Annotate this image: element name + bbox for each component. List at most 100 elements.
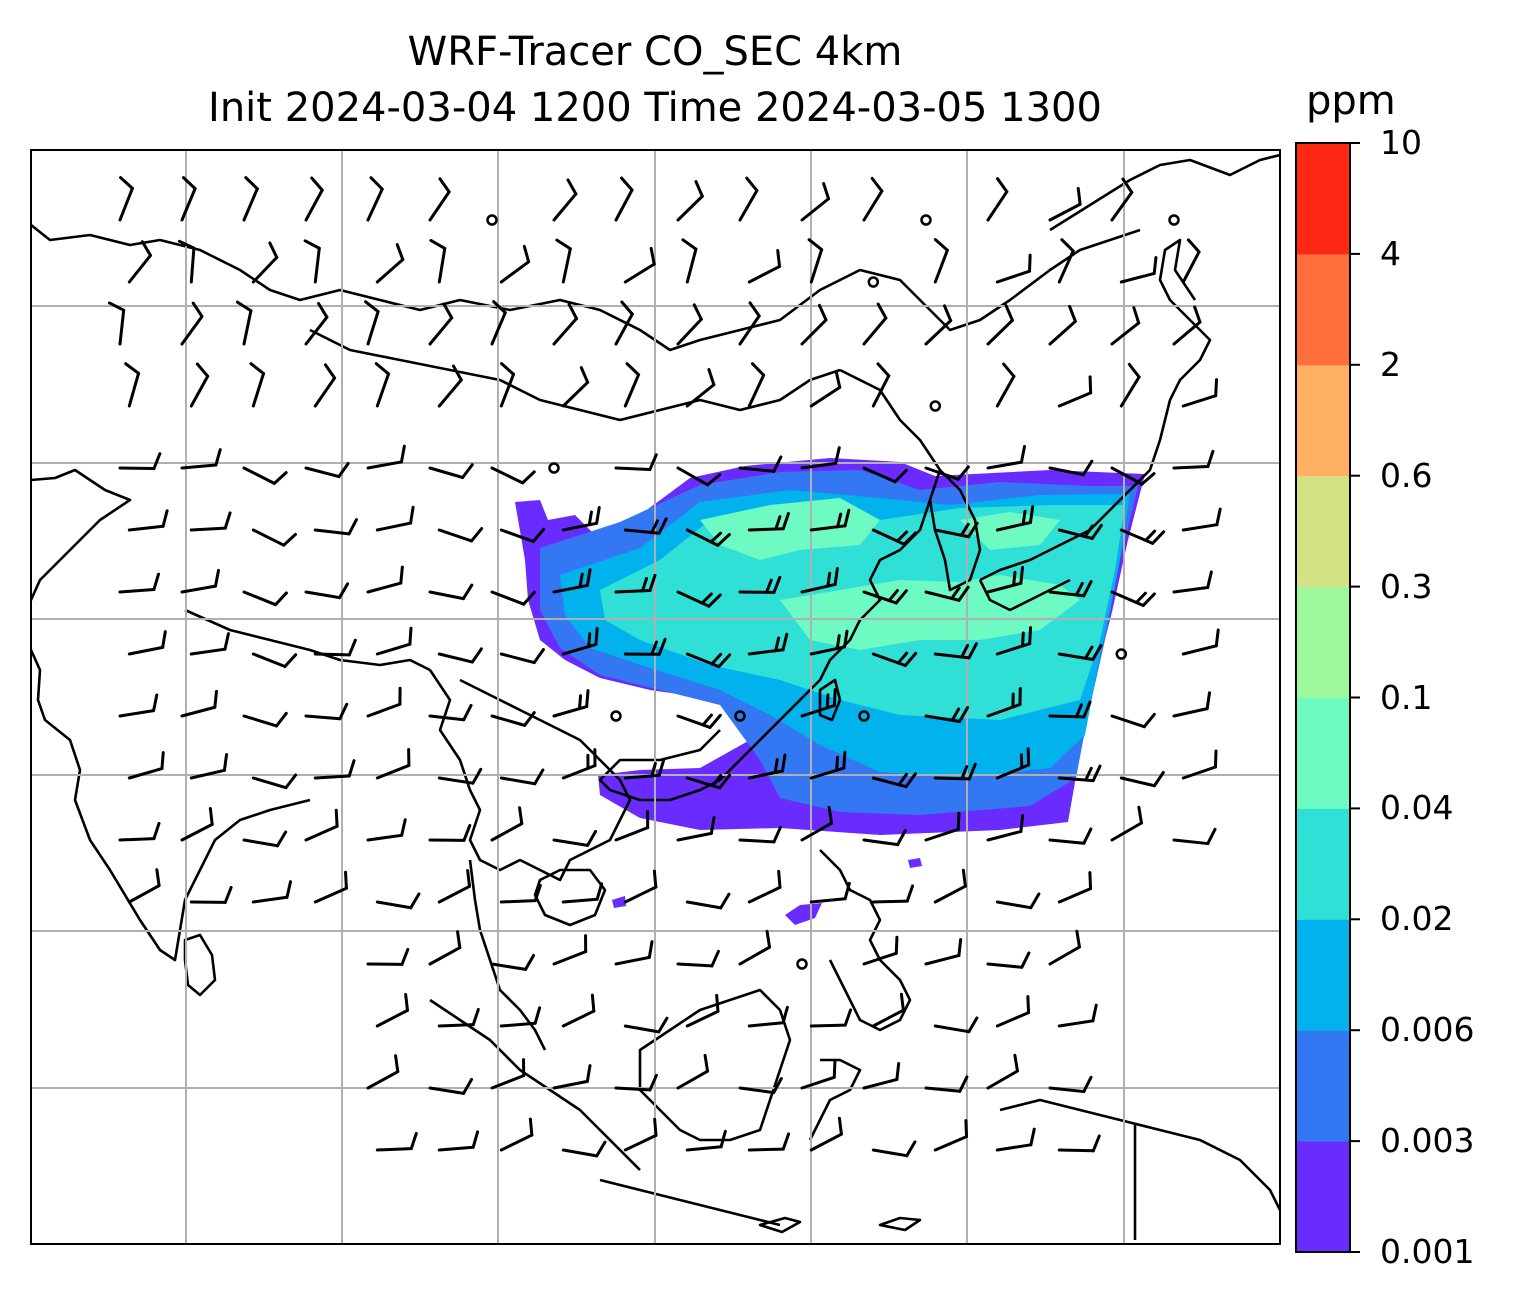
wind-barb-icon xyxy=(809,750,847,780)
wind-barb-icon xyxy=(1110,712,1156,729)
wind-barb-icon xyxy=(374,362,391,408)
wind-barb-icon xyxy=(313,518,358,536)
wind-barb-icon xyxy=(499,244,531,284)
wind-barb-icon xyxy=(499,1006,542,1028)
wind-barb-icon xyxy=(1048,459,1094,477)
colorbar-segment xyxy=(1296,143,1350,255)
wind-barb-icon xyxy=(366,176,384,222)
wind-barb-icon xyxy=(375,747,411,780)
wind-barb-icon xyxy=(1119,256,1158,284)
wind-barb-icon xyxy=(304,176,324,222)
wind-barb-icon xyxy=(1172,691,1211,718)
wind-barb-icon xyxy=(251,652,298,669)
coastline-java xyxy=(599,1178,781,1227)
wind-barbs xyxy=(107,176,1222,1158)
wind-barb-icon xyxy=(995,505,1035,532)
wind-barb-icon xyxy=(800,182,831,222)
wind-barb-icon xyxy=(809,629,849,656)
wind-barb-icon xyxy=(561,882,604,904)
wind-barb-icon xyxy=(189,632,230,656)
wind-barb-icon xyxy=(1172,449,1215,470)
wind-barb-icon xyxy=(614,573,657,594)
calm-wind-circle-icon xyxy=(858,710,870,722)
wind-barb-icon xyxy=(180,176,197,222)
colorbar-segment xyxy=(1296,697,1350,809)
colorbar-segment xyxy=(1296,364,1350,477)
colorbar-tick-label: 0.003 xyxy=(1380,1121,1475,1161)
map-title: WRF-Tracer CO_SEC 4km xyxy=(407,29,903,75)
wind-barb-icon xyxy=(1110,590,1156,607)
border-central-asia xyxy=(31,223,1141,352)
wind-barb-icon xyxy=(1110,306,1141,346)
wind-barb-icon xyxy=(924,465,970,481)
wind-barb-icon xyxy=(428,302,454,346)
wind-barb-icon xyxy=(623,637,667,656)
wind-barb-icon xyxy=(924,585,970,602)
wind-barb-icon xyxy=(623,362,641,408)
wind-barb-icon xyxy=(809,1116,843,1152)
colorbar-segment xyxy=(1296,586,1350,698)
wind-barb-icon xyxy=(809,881,851,904)
wind-barb-icon xyxy=(614,940,654,966)
wind-barb-icon xyxy=(933,521,979,539)
calm-wind-circle-icon xyxy=(610,710,622,722)
wind-barb-icon xyxy=(862,302,888,346)
wind-barb-icon xyxy=(1057,523,1103,540)
wind-barb-icon xyxy=(189,362,210,408)
wind-barb-icon xyxy=(561,626,599,656)
wind-barb-icon xyxy=(107,301,126,346)
wind-barb-icon xyxy=(437,1130,480,1152)
wind-barb-icon xyxy=(933,762,977,781)
calm-wind-circle-icon xyxy=(1115,648,1128,660)
colorbar-tick-label: 4 xyxy=(1380,233,1401,273)
colorbar-segment xyxy=(1296,1030,1350,1142)
colorbar-tick-label: 0.006 xyxy=(1380,1010,1475,1050)
wind-barb-icon xyxy=(118,821,161,842)
wind-barb-icon xyxy=(685,773,732,790)
wind-barb-icon xyxy=(681,238,698,284)
calm-wind-circle-icon xyxy=(867,276,880,288)
wind-barb-icon xyxy=(862,935,899,966)
wind-barb-icon xyxy=(366,444,406,470)
wind-barb-icon xyxy=(1172,827,1217,846)
wind-barb-icon xyxy=(871,651,918,667)
wind-barb-icon xyxy=(685,892,731,910)
wind-barb-icon xyxy=(242,830,288,848)
wind-barb-icon xyxy=(1181,749,1218,780)
wind-barb-icon xyxy=(623,517,668,535)
wind-barb-icon xyxy=(1181,628,1220,656)
wind-barb-icon xyxy=(623,869,658,904)
wind-barb-icon xyxy=(809,370,842,408)
wind-barb-icon xyxy=(986,565,1025,594)
wind-barb-icon xyxy=(809,1008,853,1028)
wind-barb-icon xyxy=(304,461,350,479)
wind-barb-icon xyxy=(127,751,165,780)
wind-barb-icon xyxy=(251,880,293,904)
wind-barb-icon xyxy=(313,759,356,780)
wind-barb-icon xyxy=(428,930,462,966)
wind-barb-icon xyxy=(685,993,720,1028)
wind-barb-icon xyxy=(924,304,953,346)
wind-barb-icon xyxy=(437,364,463,408)
wind-barb-icon xyxy=(180,806,214,842)
wind-barb-icon xyxy=(235,300,253,346)
wind-barb-icon xyxy=(1057,1003,1098,1028)
wind-barb-icon xyxy=(738,301,761,346)
coastline-lesser-sunda xyxy=(758,1216,922,1234)
wind-barb-icon xyxy=(499,527,546,543)
wind-barb-icon xyxy=(437,868,471,904)
wind-barb-icon xyxy=(871,884,915,904)
wind-barb-icon xyxy=(1048,929,1081,966)
colorbar-tick-label: 0.001 xyxy=(1380,1232,1475,1271)
wind-barb-icon xyxy=(189,885,233,904)
coastline-japan xyxy=(978,238,1212,612)
wind-barb-icon xyxy=(1119,770,1165,788)
wind-barb-icon xyxy=(124,362,141,408)
wind-barb-icon xyxy=(561,366,590,408)
colorbar-unit-label: ppm xyxy=(1306,78,1396,124)
wind-barb-icon xyxy=(933,642,978,660)
wind-barb-icon xyxy=(995,892,1041,910)
wind-barb-icon xyxy=(685,652,732,669)
wind-barb-icon xyxy=(437,647,483,664)
map-gridlines xyxy=(31,150,1280,1244)
